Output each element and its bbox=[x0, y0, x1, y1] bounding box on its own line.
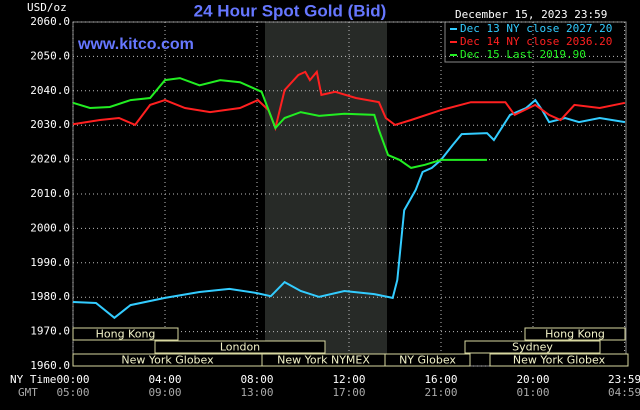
y-tick-label: 2030.0 bbox=[30, 118, 70, 131]
x-tick-label: 23:59 bbox=[608, 373, 640, 386]
y-tick-label: 2000.0 bbox=[30, 221, 70, 234]
session-bar bbox=[384, 353, 471, 367]
y-tick-label: 2010.0 bbox=[30, 187, 70, 200]
x-row-label: NY Time bbox=[10, 373, 56, 386]
gmt-tick-label: 09:00 bbox=[148, 386, 181, 399]
x-tick-label: 04:00 bbox=[148, 373, 181, 386]
subtitle: www.kitco.com bbox=[77, 36, 194, 53]
y-tick-label: 2020.0 bbox=[30, 153, 70, 166]
y-axis-label: USD/oz bbox=[27, 1, 67, 14]
legend-box bbox=[444, 21, 627, 63]
y-tick-label: 2040.0 bbox=[30, 84, 70, 97]
y-tick-label: 1990.0 bbox=[30, 256, 70, 269]
session-label: Sydney bbox=[512, 341, 553, 354]
x-tick-label: 00:00 bbox=[56, 373, 89, 386]
legend-label: Dec 15 Last 2019.90 bbox=[460, 48, 586, 61]
session-label: Hong Kong bbox=[545, 328, 605, 341]
session-bar bbox=[489, 353, 629, 367]
session-bar bbox=[154, 340, 326, 354]
x-tick-label: 12:00 bbox=[332, 373, 365, 386]
gmt-tick-label: 05:00 bbox=[56, 386, 89, 399]
y-tick-label: 1970.0 bbox=[30, 325, 70, 338]
y-tick-label: 2060.0 bbox=[30, 15, 70, 28]
gmt-tick-label: 21:00 bbox=[424, 386, 457, 399]
x-tick-label: 20:00 bbox=[516, 373, 549, 386]
price-line bbox=[72, 98, 626, 320]
session-label: New York Globex bbox=[513, 354, 606, 367]
legend-label: Dec 13 NY close 2027.20 bbox=[460, 22, 612, 35]
x-tick-label: 08:00 bbox=[240, 373, 273, 386]
x-tick-label: 16:00 bbox=[424, 373, 457, 386]
legend-label: Dec 14 NY close 2036.20 bbox=[460, 35, 612, 48]
gmt-tick-label: 17:00 bbox=[332, 386, 365, 399]
gmt-tick-label: 04:59 bbox=[608, 386, 640, 399]
date: December 15, 2023 23:59 bbox=[455, 8, 607, 21]
price-line bbox=[72, 77, 487, 169]
gmt-tick-label: 01:00 bbox=[516, 386, 549, 399]
session-label: New York Globex bbox=[121, 354, 214, 367]
session-label: London bbox=[220, 341, 260, 354]
y-tick-label: 1960.0 bbox=[30, 359, 70, 372]
gmt-tick-label: 13:00 bbox=[240, 386, 273, 399]
price-line bbox=[72, 69, 626, 132]
session-bar bbox=[72, 327, 179, 341]
y-tick-label: 1980.0 bbox=[30, 290, 70, 303]
session-label: New York NYMEX bbox=[277, 354, 370, 367]
chart-title: 24 Hour Spot Gold (Bid) bbox=[194, 1, 387, 20]
session-label: Hong Kong bbox=[96, 328, 156, 341]
y-tick-label: 2050.0 bbox=[30, 49, 70, 62]
session-bar bbox=[524, 327, 626, 341]
session-label: NY Globex bbox=[399, 354, 456, 367]
session-bar bbox=[464, 340, 601, 354]
x-row-label: GMT bbox=[18, 386, 38, 399]
